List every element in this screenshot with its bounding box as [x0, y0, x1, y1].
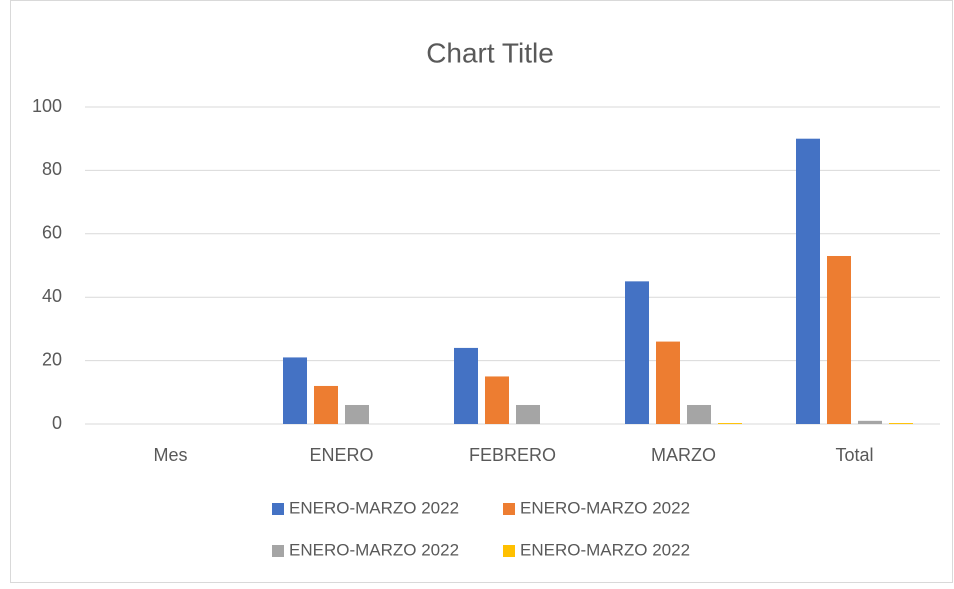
y-tick-label: 60	[42, 223, 62, 243]
bar	[454, 347, 478, 424]
x-tick-label: ENERO	[309, 445, 373, 465]
bar	[485, 376, 509, 424]
chart-title: Chart Title	[426, 37, 554, 68]
y-tick-label: 0	[52, 413, 62, 433]
bar	[314, 385, 338, 424]
bar	[858, 420, 882, 424]
bar	[796, 138, 820, 424]
y-tick-label: 100	[32, 96, 62, 116]
x-tick-label: FEBRERO	[469, 445, 556, 465]
legend-swatch	[272, 503, 284, 515]
y-tick-label: 40	[42, 286, 62, 306]
bar	[516, 404, 540, 424]
legend-swatch	[272, 545, 284, 557]
legend-label: ENERO-MARZO 2022	[289, 498, 459, 517]
y-tick-label: 20	[42, 349, 62, 369]
legend-label: ENERO-MARZO 2022	[520, 540, 690, 559]
bar	[656, 341, 680, 424]
x-tick-label: MARZO	[651, 445, 716, 465]
bar	[687, 404, 711, 424]
x-tick-label: Total	[835, 445, 873, 465]
legend-label: ENERO-MARZO 2022	[520, 498, 690, 517]
bar	[345, 404, 369, 424]
bar	[283, 357, 307, 424]
bar	[889, 423, 913, 424]
legend-swatch	[503, 545, 515, 557]
bar	[625, 281, 649, 424]
legend-label: ENERO-MARZO 2022	[289, 540, 459, 559]
legend-swatch	[503, 503, 515, 515]
x-tick-label: Mes	[153, 445, 187, 465]
bar	[718, 423, 742, 424]
bar	[827, 255, 851, 424]
chart-border	[10, 0, 953, 583]
y-tick-label: 80	[42, 159, 62, 179]
